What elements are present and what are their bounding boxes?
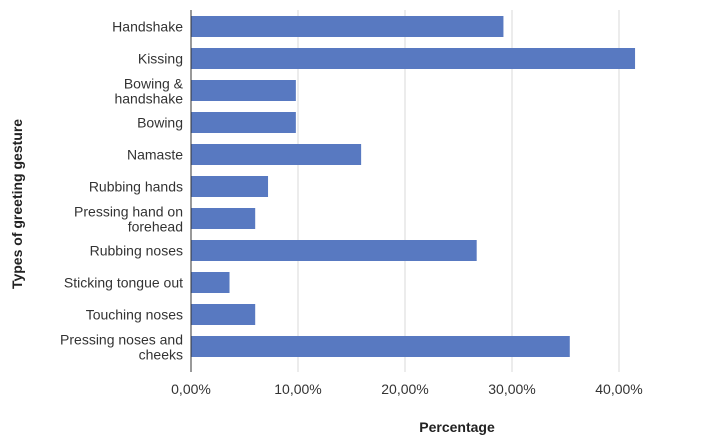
category-labels: Handshake Kissing Bowing & handshake Bowing N… <box>60 19 184 363</box>
x-tick-label: 20,00% <box>381 381 428 397</box>
bar <box>191 80 296 101</box>
gridlines <box>297 10 620 372</box>
category-label: Touching noses <box>86 307 183 323</box>
category-label: Rubbing noses <box>90 243 183 259</box>
bar <box>191 336 570 357</box>
bar <box>191 144 362 165</box>
bar <box>191 208 256 229</box>
x-tick-label: 30,00% <box>488 381 535 397</box>
category-label: Kissing <box>138 51 183 67</box>
category-label: Bowing & handshake <box>114 76 183 107</box>
category-label: Handshake <box>112 19 183 35</box>
category-label: Pressing hand on forehead <box>74 204 183 235</box>
category-label: Pressing noses and cheeks <box>60 332 183 363</box>
x-tick-label: 0,00% <box>171 381 211 397</box>
x-tick-label: 10,00% <box>274 381 321 397</box>
category-label: Rubbing hands <box>89 179 183 195</box>
x-tick-labels: 0,00% 10,00% 20,00% 30,00% 40,00% <box>171 381 643 397</box>
bar <box>191 240 477 261</box>
bar <box>191 48 636 69</box>
category-label: Sticking tongue out <box>64 275 183 291</box>
x-axis-title: Percentage <box>419 419 495 435</box>
y-axis-title: Types of greeting gesture <box>9 119 25 289</box>
bar <box>191 112 296 133</box>
bar <box>191 16 504 37</box>
category-label: Namaste <box>127 147 183 163</box>
bars <box>191 16 636 357</box>
bar <box>191 272 230 293</box>
bar <box>191 176 269 197</box>
bar <box>191 304 256 325</box>
category-label: Bowing <box>137 115 183 131</box>
x-tick-label: 40,00% <box>595 381 642 397</box>
